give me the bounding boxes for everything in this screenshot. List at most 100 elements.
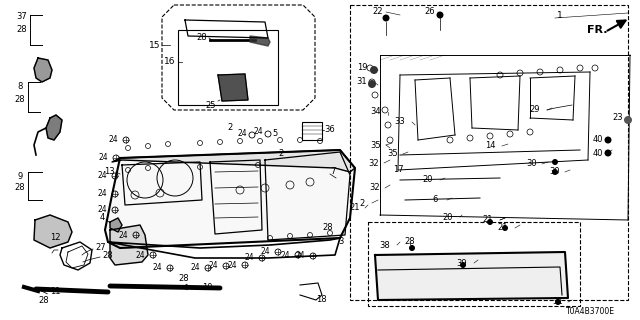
Polygon shape <box>375 252 568 300</box>
Polygon shape <box>105 150 355 248</box>
Text: 40: 40 <box>593 135 604 145</box>
Text: 30: 30 <box>550 167 560 177</box>
Circle shape <box>368 80 376 88</box>
Text: 26: 26 <box>425 7 435 17</box>
Text: 9: 9 <box>17 172 22 181</box>
Text: 7: 7 <box>330 167 335 177</box>
Bar <box>350 5 628 300</box>
Text: 31: 31 <box>553 298 563 307</box>
Polygon shape <box>110 218 122 232</box>
Polygon shape <box>112 150 355 172</box>
Polygon shape <box>250 36 270 46</box>
Text: 27: 27 <box>95 243 106 252</box>
Text: 36: 36 <box>324 125 335 134</box>
Text: 24: 24 <box>296 252 305 260</box>
Text: 24: 24 <box>244 253 254 262</box>
Text: 22: 22 <box>372 7 383 17</box>
Text: 31: 31 <box>356 77 367 86</box>
Text: 14: 14 <box>484 141 495 150</box>
Polygon shape <box>34 58 52 82</box>
Text: 28: 28 <box>102 251 113 260</box>
Circle shape <box>409 245 415 251</box>
Bar <box>178 30 278 105</box>
Text: 28: 28 <box>15 95 26 105</box>
Text: 17: 17 <box>393 165 403 174</box>
Text: 40: 40 <box>593 148 604 157</box>
Text: 37: 37 <box>17 12 28 21</box>
Text: 2: 2 <box>227 124 232 132</box>
Text: 24: 24 <box>97 189 107 198</box>
Text: 32: 32 <box>370 183 380 193</box>
Circle shape <box>605 149 611 156</box>
Text: 25: 25 <box>205 101 216 110</box>
Text: 24: 24 <box>253 127 263 137</box>
Text: 24: 24 <box>99 154 108 163</box>
Circle shape <box>605 137 611 143</box>
Text: 24: 24 <box>97 205 107 214</box>
Circle shape <box>552 159 558 165</box>
Text: 3: 3 <box>338 237 344 246</box>
Text: 16: 16 <box>163 58 175 67</box>
Text: FR.: FR. <box>587 25 607 35</box>
Text: 28: 28 <box>38 296 49 305</box>
Circle shape <box>624 116 632 124</box>
Text: 28: 28 <box>322 222 333 231</box>
Circle shape <box>370 66 378 74</box>
Circle shape <box>502 225 508 231</box>
Text: 21: 21 <box>483 215 493 225</box>
Text: 12: 12 <box>50 233 61 242</box>
Circle shape <box>383 14 390 21</box>
Bar <box>368 222 580 306</box>
Text: 35: 35 <box>371 140 381 149</box>
Text: 28: 28 <box>178 274 189 283</box>
Text: 24: 24 <box>280 251 290 260</box>
Text: 6: 6 <box>432 196 438 204</box>
Text: 2: 2 <box>360 198 365 207</box>
Text: 24: 24 <box>190 263 200 273</box>
Text: 24: 24 <box>97 172 107 180</box>
Text: T0A4B3700E: T0A4B3700E <box>566 308 614 316</box>
Text: 38: 38 <box>380 241 390 250</box>
Text: 24: 24 <box>152 263 162 273</box>
Text: 33: 33 <box>395 117 405 126</box>
Text: 8: 8 <box>17 82 22 91</box>
Text: 21: 21 <box>498 223 508 233</box>
Polygon shape <box>46 115 62 140</box>
Text: 24: 24 <box>108 135 118 145</box>
Polygon shape <box>218 74 248 101</box>
Text: 28: 28 <box>404 237 415 246</box>
Text: 29: 29 <box>530 106 540 115</box>
Text: 28: 28 <box>196 34 207 43</box>
Text: 24: 24 <box>237 129 247 138</box>
Text: 4: 4 <box>100 213 105 222</box>
Text: 2: 2 <box>278 149 284 158</box>
Text: 34: 34 <box>371 108 381 116</box>
Text: 20: 20 <box>423 175 433 185</box>
Text: 18: 18 <box>316 295 326 305</box>
Text: 21: 21 <box>349 204 360 212</box>
Text: 24: 24 <box>209 261 218 270</box>
Text: 24: 24 <box>227 260 237 269</box>
Circle shape <box>460 262 466 268</box>
Text: 28: 28 <box>15 183 26 193</box>
Text: 39: 39 <box>457 259 467 268</box>
Bar <box>302 122 322 140</box>
Text: 15: 15 <box>148 41 160 50</box>
Text: 24: 24 <box>136 251 145 260</box>
Text: 24: 24 <box>260 247 270 257</box>
Text: 23: 23 <box>612 114 623 123</box>
Circle shape <box>552 169 558 175</box>
Text: 20: 20 <box>443 212 453 221</box>
Text: 10: 10 <box>202 283 212 292</box>
Polygon shape <box>34 215 72 248</box>
Text: 28: 28 <box>17 26 28 35</box>
Circle shape <box>487 219 493 225</box>
Text: 30: 30 <box>527 159 538 169</box>
Text: 13: 13 <box>104 167 115 177</box>
Text: 5: 5 <box>272 129 277 138</box>
Text: 32: 32 <box>369 158 380 167</box>
Circle shape <box>436 12 444 19</box>
Text: 1: 1 <box>557 11 563 20</box>
Text: 35: 35 <box>388 149 398 158</box>
Polygon shape <box>110 225 148 265</box>
